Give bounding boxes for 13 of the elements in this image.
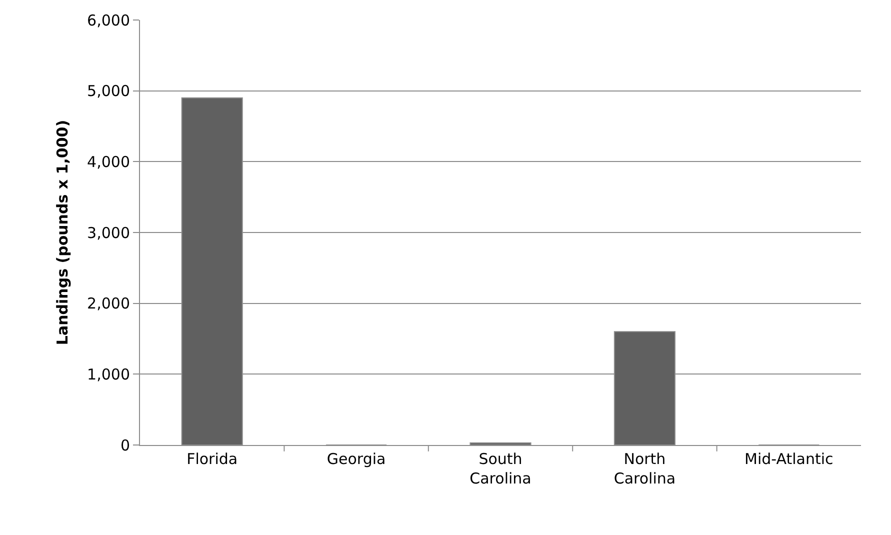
x-tick-label: Mid-Atlantic [744, 450, 834, 468]
y-tick-label: 0 [120, 436, 130, 454]
y-tick-label: 5,000 [87, 82, 130, 100]
x-tick-label: Florida [186, 450, 238, 468]
x-tick-label: South Carolina [470, 450, 532, 488]
y-tick-label: 1,000 [87, 365, 130, 384]
y-axis-title: Landings (pounds x 1,000) [53, 120, 72, 346]
x-tick-label: North Carolina [614, 450, 676, 488]
y-tick-label: 4,000 [87, 152, 130, 171]
y-tick-label: 2,000 [87, 294, 130, 313]
y-tick-label: 3,000 [87, 224, 130, 242]
x-tick-label: Georgia [326, 450, 386, 468]
y-tick-label: 6,000 [87, 11, 130, 30]
